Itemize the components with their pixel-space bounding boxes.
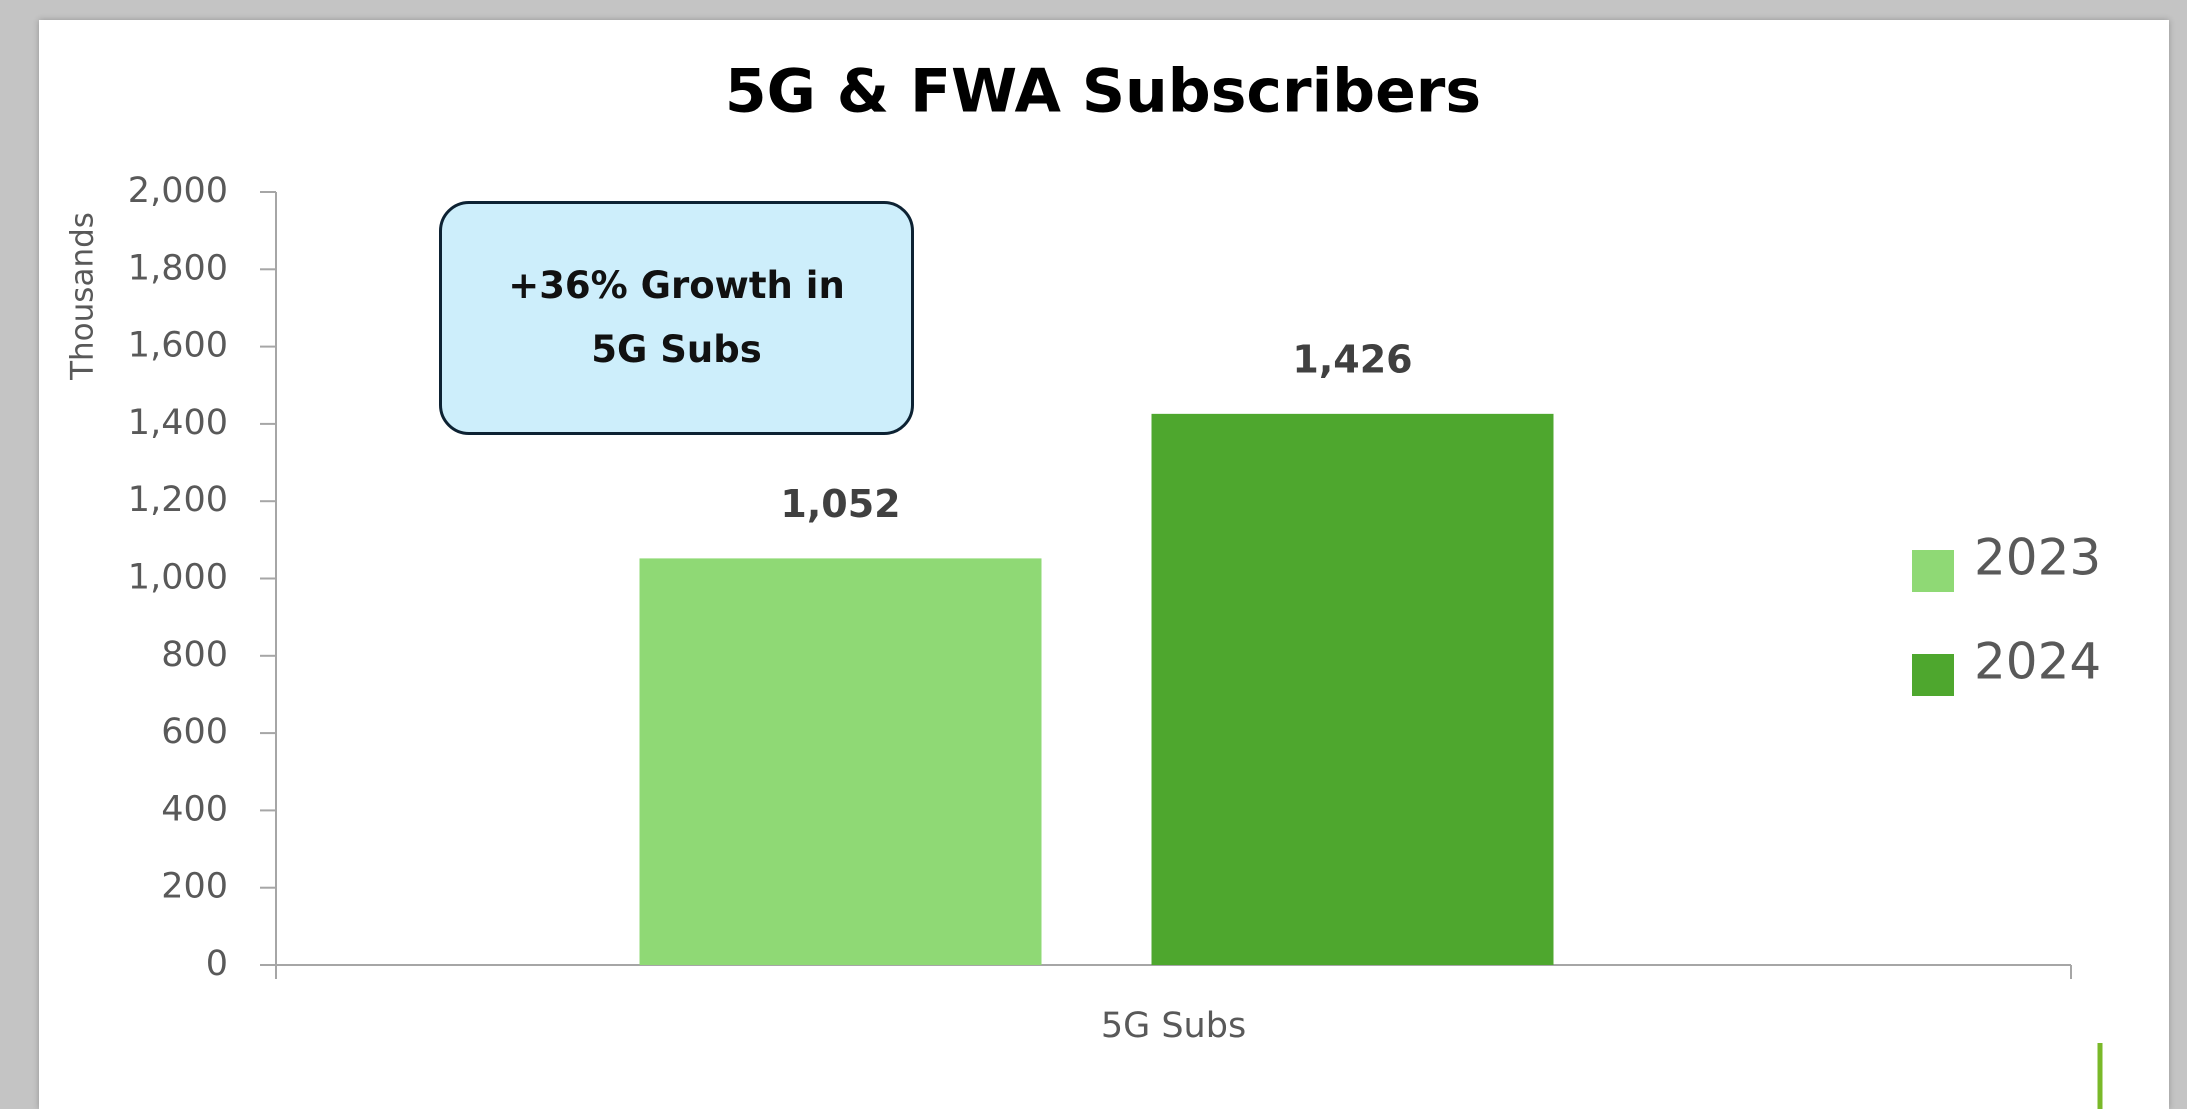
y-tick-label: 1,800 (128, 248, 228, 288)
annotation: +36% Growth in 5G Subs (439, 201, 914, 435)
y-tick-label: 800 (161, 635, 228, 675)
y-tick-label: 600 (161, 712, 228, 752)
x-tick-label: 5G Subs (1101, 1006, 1246, 1046)
chart-panel (39, 20, 2169, 1109)
legend-swatch (1912, 550, 1954, 592)
y-tick-label: 1,400 (128, 403, 228, 443)
y-tick-label: 2,000 (128, 171, 228, 211)
y-tick-label: 1,000 (128, 558, 228, 598)
y-tick-label: 400 (161, 789, 228, 829)
y-tick-label: 0 (206, 944, 228, 984)
y-tick-label: 1,600 (128, 326, 228, 366)
chart-title: 5G & FWA Subscribers (725, 57, 1481, 127)
data-label: 1,426 (1292, 337, 1412, 381)
legend-label: 2023 (1974, 529, 2101, 587)
bar (639, 558, 1042, 965)
legend-swatch (1912, 654, 1954, 696)
legend-label: 2024 (1974, 633, 2101, 691)
y-tick-label: 200 (161, 867, 228, 907)
y-tick-label: 1,200 (128, 480, 228, 520)
data-label: 1,052 (780, 482, 900, 526)
y-axis-label: Thousands (65, 212, 101, 381)
bar (1151, 413, 1554, 965)
